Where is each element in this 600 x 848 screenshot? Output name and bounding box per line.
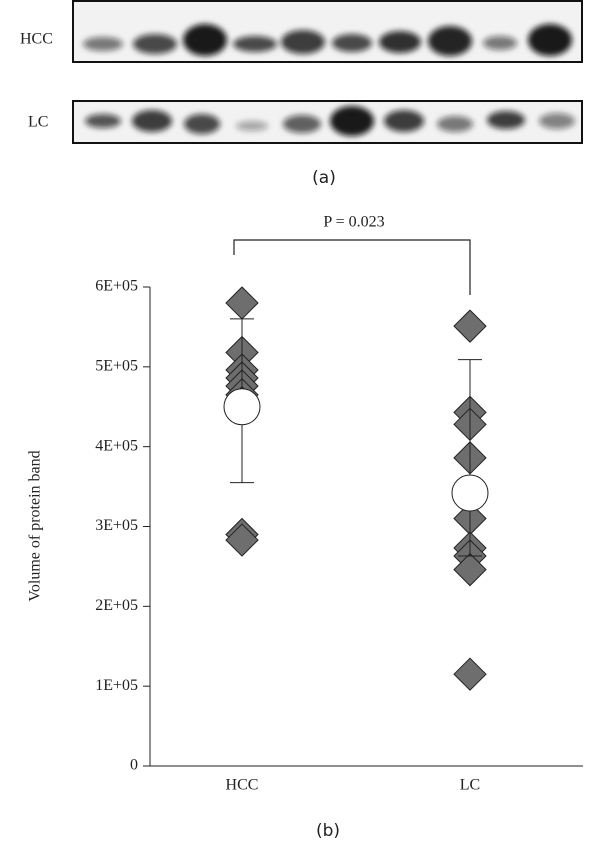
y-tick-label: 0 xyxy=(130,757,138,774)
mean-marker xyxy=(223,388,261,426)
data-point xyxy=(453,552,487,587)
y-tick-label: 4E+05 xyxy=(95,437,138,454)
blot-strip xyxy=(72,0,583,63)
blot-strip xyxy=(72,100,583,144)
data-point xyxy=(453,309,487,343)
data-point xyxy=(225,523,259,557)
blot-label: HCC xyxy=(20,31,53,48)
x-tick-label: HCC xyxy=(226,777,259,794)
mean-marker xyxy=(451,474,489,512)
data-point xyxy=(453,657,487,691)
y-tick-label: 3E+05 xyxy=(95,517,138,534)
annotation: P = 0.023 xyxy=(323,214,384,231)
y-tick-label: 5E+05 xyxy=(95,358,138,375)
caption: (b) xyxy=(316,821,340,841)
x-tick-label: LC xyxy=(460,777,480,794)
y-tick-label: 6E+05 xyxy=(95,278,138,295)
y-tick-label: 1E+05 xyxy=(95,677,138,694)
data-point xyxy=(225,286,259,320)
blot-label: LC xyxy=(28,114,48,131)
significance-bracket xyxy=(233,239,471,295)
y-tick-label: 2E+05 xyxy=(95,597,138,614)
caption: (a) xyxy=(312,168,336,188)
y-axis-title: Volume of protein band xyxy=(27,450,44,601)
